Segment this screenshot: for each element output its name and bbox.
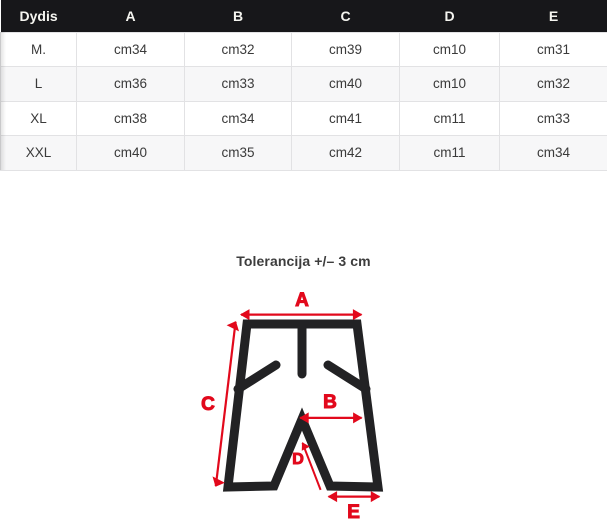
svg-text:B: B [323,392,337,413]
svg-text:A: A [295,290,309,311]
svg-text:E: E [347,502,360,523]
svg-text:D: D [292,451,304,468]
svg-text:C: C [201,394,215,415]
